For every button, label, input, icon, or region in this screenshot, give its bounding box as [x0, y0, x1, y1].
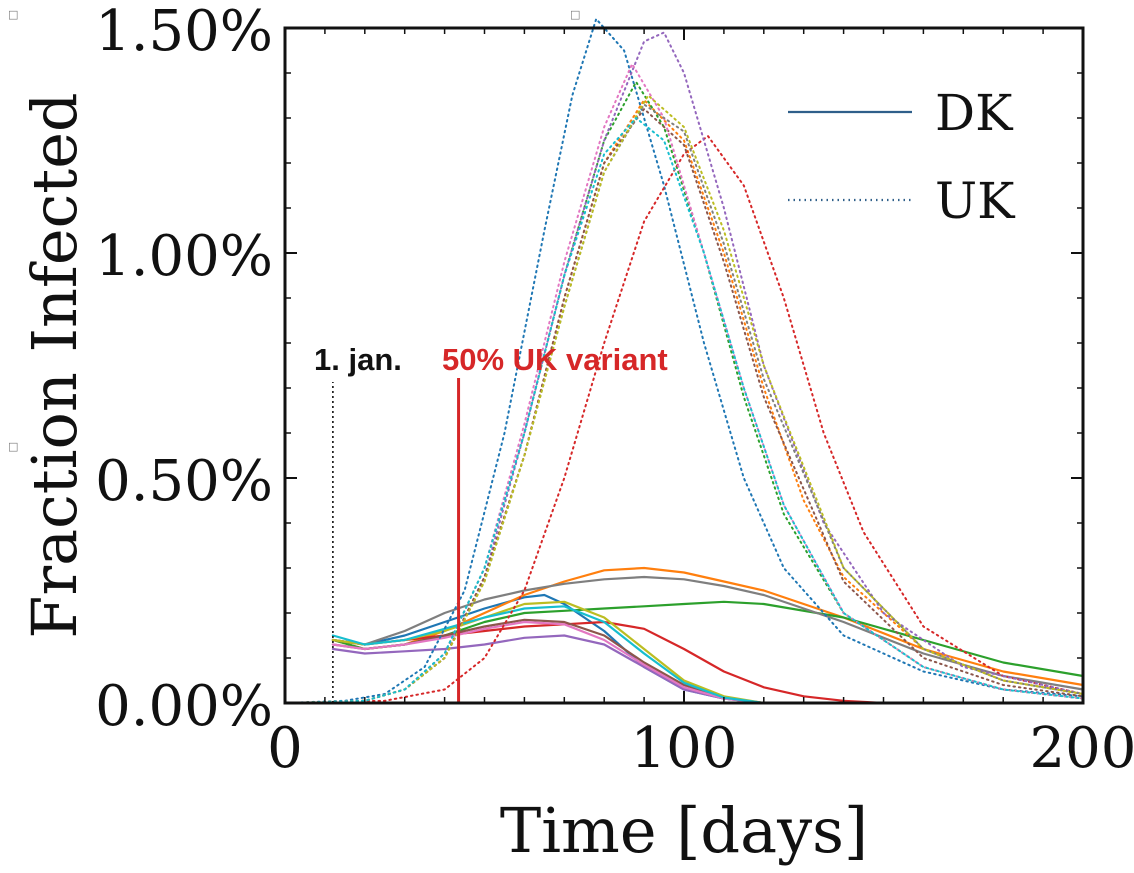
legend-label-dk: DK — [935, 84, 1014, 142]
y-tick-label: 1.50% — [95, 0, 273, 64]
annotation-layer: 1. jan. 50% UK variant — [314, 342, 668, 703]
page-marker: □ — [8, 8, 18, 21]
series-line-dk-7 — [331, 575, 1085, 691]
y-tick-label: 1.00% — [95, 224, 273, 289]
x-tick-label: 0 — [267, 716, 303, 781]
page-marker: □ — [8, 440, 18, 453]
series-line-uk-16 — [284, 63, 1084, 704]
legend-label-uk: UK — [935, 172, 1016, 230]
x-tick-label: 200 — [1030, 716, 1134, 781]
ticks-layer: 0 100 200 0.00% 0.50% 1.00% 1.50% — [95, 0, 1134, 781]
series-line-dk-9 — [331, 605, 765, 705]
y-tick-label: 0.00% — [95, 674, 273, 739]
annotation-label-0: 1. jan. — [314, 342, 402, 377]
annotation-label-1: 50% UK variant — [442, 342, 668, 377]
series-line-uk-13 — [284, 135, 1084, 704]
y-axis-label: Fraction Infected — [18, 92, 91, 638]
series-line-dk-4 — [331, 634, 765, 705]
series-line-dk-6 — [331, 620, 765, 705]
series-line-uk-10 — [284, 18, 1084, 704]
page-marker: □ — [570, 8, 580, 21]
x-axis-label: Time [days] — [500, 794, 868, 867]
series-line-uk-18 — [284, 94, 1084, 704]
legend: DK UK — [788, 84, 1016, 230]
y-tick-label: 0.50% — [95, 449, 273, 514]
x-tick-label: 100 — [631, 716, 738, 781]
series-line-uk-19 — [284, 117, 1084, 704]
series-layer — [284, 18, 1085, 705]
